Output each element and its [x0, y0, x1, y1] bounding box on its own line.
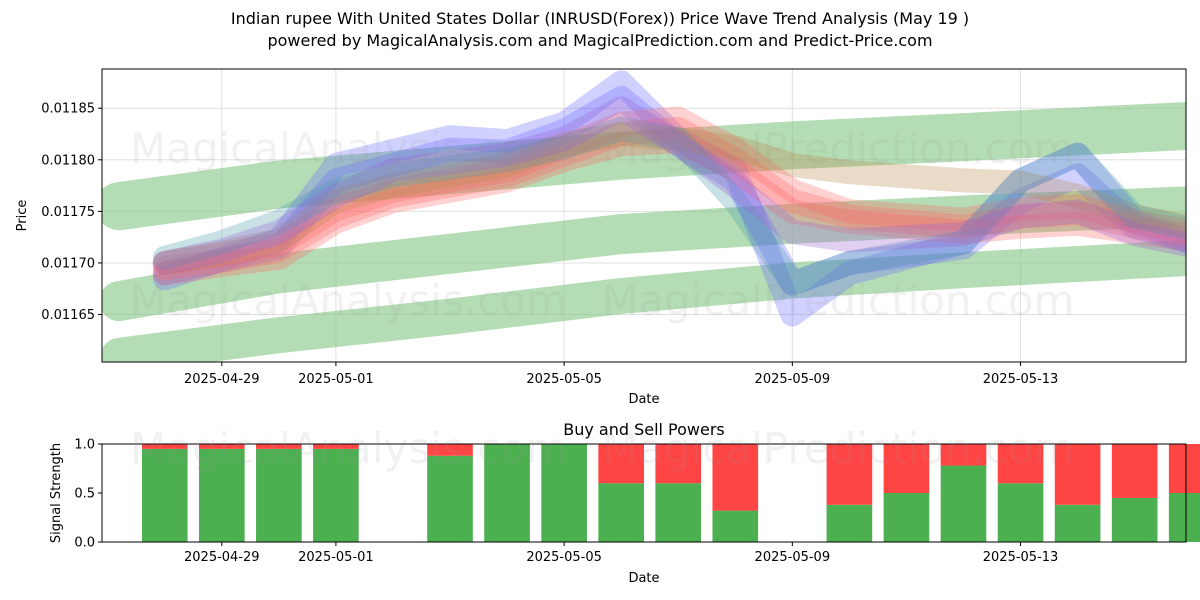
series-wave-red-1 — [152, 129, 1186, 286]
signal-x-tick-label: 2025-05-01 — [298, 550, 374, 565]
price-y-tick-label: 0.01180 — [41, 153, 95, 168]
series-upper-trend-band — [102, 101, 1186, 231]
buy-bar — [655, 483, 702, 542]
buy-bar — [940, 465, 987, 542]
price-x-tick-label: 2025-05-01 — [298, 372, 374, 387]
buy-bar — [997, 483, 1044, 542]
buy-bar — [427, 455, 473, 542]
buy-bar — [826, 504, 873, 542]
buy-bar — [883, 493, 930, 542]
signal-x-tick-label: 2025-05-13 — [983, 550, 1059, 565]
sell-bar — [598, 444, 644, 484]
sell-bar — [655, 444, 702, 484]
price-y-tick-label: 0.01185 — [41, 102, 95, 117]
sell-bar — [427, 444, 473, 456]
buy-bar — [313, 448, 359, 542]
price-x-tick-label: 2025-04-29 — [184, 372, 260, 387]
sell-bar — [313, 444, 359, 449]
price-series — [102, 70, 1186, 362]
buy-bar — [1111, 497, 1158, 542]
buy-bar — [198, 448, 245, 542]
sell-bar — [198, 444, 245, 449]
series-middle-trend-band — [102, 186, 1186, 322]
series-wave-blue-2 — [152, 85, 1186, 296]
signal-x-tick-label: 2025-05-05 — [526, 550, 602, 565]
signal-y-tick-label: 0.0 — [74, 536, 95, 551]
sell-bar — [1054, 444, 1101, 505]
price-panel: 2025-04-29 2025-05-01 2025-05-05 2025-05-09… — [15, 68, 1187, 407]
buy-bar — [141, 448, 188, 542]
price-x-tick-label: 2025-05-05 — [526, 372, 602, 387]
buy-bar — [712, 510, 759, 542]
signal-x-axis: 2025-04-29 2025-05-01 2025-05-05 2025-05-09… — [184, 542, 1058, 565]
sell-bar — [141, 444, 188, 449]
signal-y-label: Signal Strength — [49, 443, 64, 543]
chart-title: Indian rupee With United States Dollar (… — [230, 9, 970, 28]
buy-bar — [1168, 493, 1200, 542]
price-plot-frame — [101, 68, 1187, 363]
signal-title: Buy and Sell Powers — [563, 420, 725, 439]
price-y-label: Price — [15, 200, 30, 232]
sell-bar — [826, 444, 873, 505]
price-x-tick-label: 2025-05-09 — [755, 372, 831, 387]
sell-bar — [883, 444, 930, 493]
sell-bar — [1168, 444, 1200, 493]
sell-bar — [256, 444, 302, 449]
buy-bar — [256, 448, 302, 542]
price-y-axis: 0.01165 0.01170 0.01175 0.01180 0.01185 — [41, 102, 102, 323]
signal-panel: 2025-04-29 2025-05-01 2025-05-05 2025-05-09… — [49, 420, 1200, 586]
series-lower-trend-band — [102, 240, 1186, 362]
buy-bar — [484, 444, 530, 542]
series-wave-brown — [152, 122, 1186, 275]
signal-y-axis: 0.0 0.5 1.0 — [74, 438, 102, 551]
series-wave-red-2 — [152, 116, 1186, 281]
series-wave-purple — [152, 96, 1186, 275]
buy-bar — [598, 483, 644, 542]
price-y-tick-label: 0.01175 — [41, 205, 95, 220]
sell-bar — [940, 444, 987, 466]
price-y-tick-label: 0.01165 — [41, 308, 95, 323]
buy-bar — [1054, 504, 1101, 542]
signal-y-tick-label: 0.5 — [74, 487, 95, 502]
series-wave-red-3 — [152, 106, 1186, 275]
series-wave-blue-1 — [152, 70, 1186, 327]
signal-x-tick-label: 2025-04-29 — [184, 550, 260, 565]
chart-subtitle: powered by MagicalAnalysis.com and Magic… — [267, 31, 933, 50]
buy-bar — [541, 444, 587, 542]
signal-x-tick-label: 2025-05-09 — [755, 550, 831, 565]
signal-x-label: Date — [628, 571, 659, 586]
signal-bars — [141, 444, 1200, 542]
sell-bar — [1111, 444, 1158, 498]
series-wave-teal — [152, 116, 1186, 296]
price-y-tick-label: 0.01170 — [41, 256, 95, 271]
signal-y-tick-label: 1.0 — [74, 438, 95, 453]
sell-bar — [712, 444, 759, 511]
price-x-axis: 2025-04-29 2025-05-01 2025-05-05 2025-05-09… — [184, 362, 1058, 387]
sell-bar — [997, 444, 1044, 484]
price-x-label: Date — [628, 392, 659, 407]
price-x-tick-label: 2025-05-13 — [983, 372, 1059, 387]
